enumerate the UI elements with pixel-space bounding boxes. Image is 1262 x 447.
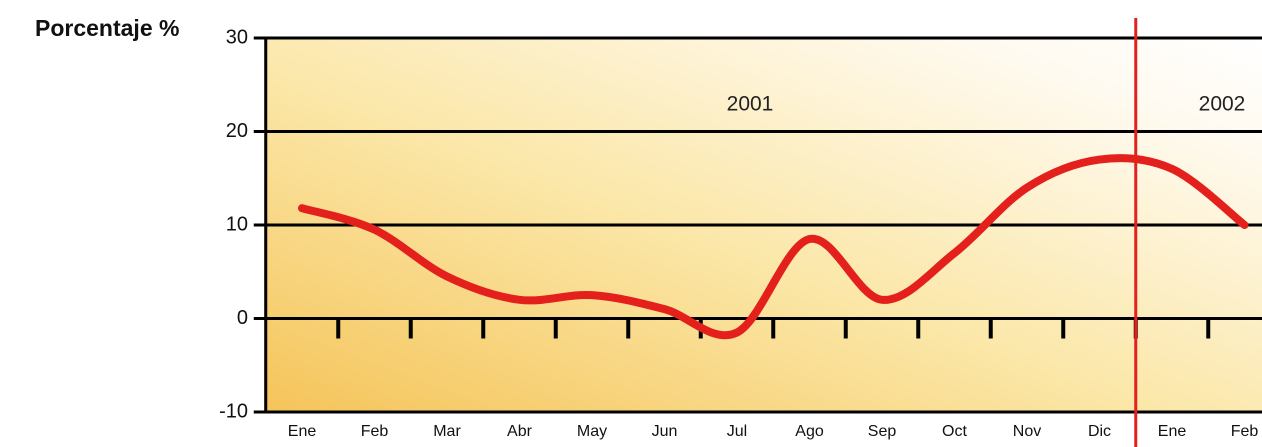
x-tick-label: Ene [1158,423,1187,440]
y-tick-label: 30 [226,26,248,48]
y-tick-label: -10 [219,400,248,422]
x-tick-label: Sep [868,423,897,440]
annotation: 2001 [727,93,774,116]
x-tick-label: Ene [288,423,317,440]
x-tick-label: Abr [507,423,533,440]
x-tick-label: Nov [1013,423,1041,440]
x-tick-label: May [577,423,607,440]
data-line [298,154,1249,340]
x-tick-label: Feb [361,423,389,440]
x-tick-label: Feb [1231,423,1259,440]
y-axis-title: Porcentaje % [35,15,179,41]
x-tick-label: Oct [942,423,967,440]
annotation: 2002 [1199,93,1246,116]
y-tick-label: 0 [237,307,248,329]
x-tick-label: Dic [1088,423,1111,440]
x-tick-label: Jul [727,423,747,440]
x-tick-label: Mar [433,423,461,440]
x-tick-label: Ago [795,423,824,440]
y-tick-label: 20 [226,120,248,142]
y-tick-label: 10 [226,213,248,235]
x-tick-label: Jun [652,423,678,440]
